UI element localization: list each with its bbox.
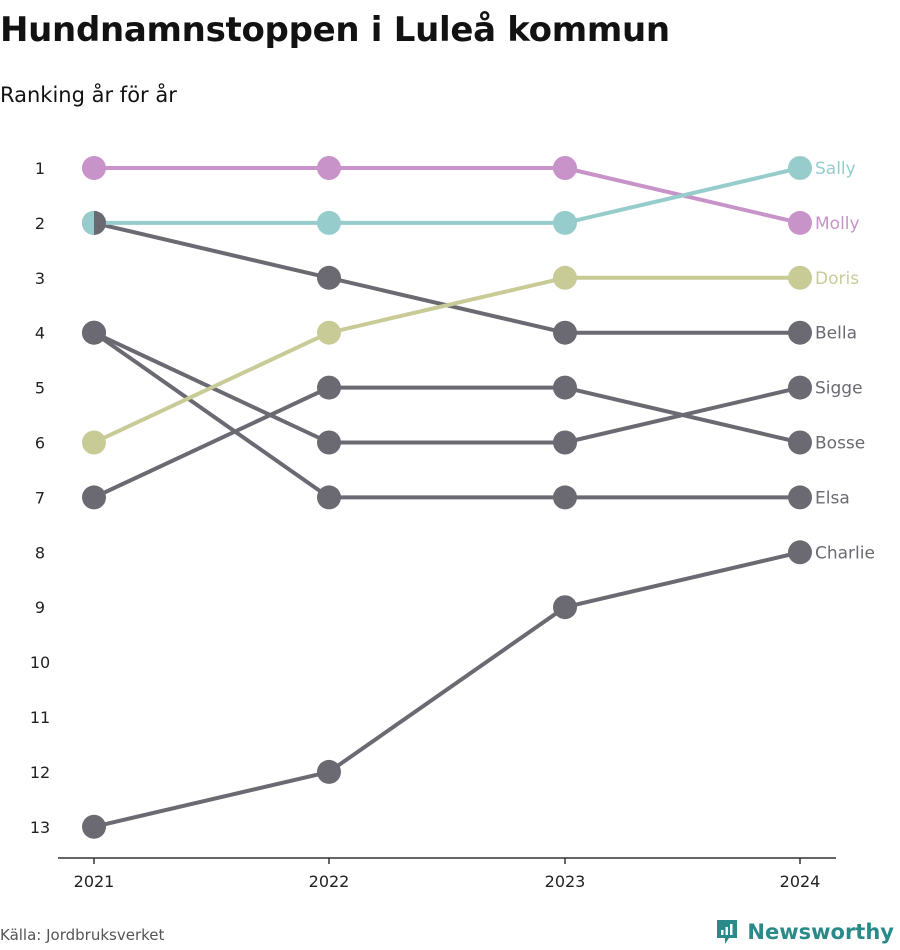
tie-marker-2021-rank-2 [94, 210, 107, 235]
data-point-elsa [788, 485, 812, 510]
data-point-bosse [82, 485, 106, 510]
source-note: Källa: Jordbruksverket [0, 926, 165, 944]
series-label-bella: Bella [815, 324, 857, 344]
data-point-doris [82, 430, 106, 455]
data-point-sigge [788, 375, 812, 400]
data-point-elsa [317, 485, 341, 510]
chart-subtitle: Ranking år för år [0, 83, 177, 107]
series-line-molly [92, 166, 802, 225]
series-label-sally: Sally [815, 159, 856, 179]
data-point-bosse [553, 375, 577, 400]
data-point-bella [788, 320, 812, 345]
series-elsa [82, 320, 812, 510]
y-tick-label: 9 [35, 598, 45, 617]
data-point-sigge [553, 430, 577, 455]
y-tick-label: 12 [30, 763, 50, 782]
y-tick-label: 5 [35, 379, 45, 398]
data-point-elsa [553, 485, 577, 510]
data-point-charlie [553, 595, 577, 620]
x-tick-label: 2023 [545, 872, 586, 891]
series-line-elsa [92, 330, 802, 500]
data-point-charlie [788, 540, 812, 565]
y-tick-label: 13 [30, 818, 50, 837]
x-tick-label: 2024 [780, 872, 821, 891]
y-tick-label: 3 [35, 269, 45, 288]
data-point-molly [788, 210, 812, 235]
x-tick-label: 2022 [309, 872, 350, 891]
data-point-sally [788, 156, 812, 180]
series-line-doris [92, 275, 802, 445]
data-point-sigge [82, 320, 106, 345]
y-tick-label: 4 [35, 324, 45, 343]
data-point-charlie [317, 759, 341, 784]
series-label-sigge: Sigge [815, 379, 863, 399]
data-point-doris [317, 320, 341, 345]
chart-title: Hundnamnstoppen i Luleå kommun [0, 10, 670, 50]
y-tick-label: 2 [35, 214, 45, 233]
series-label-molly: Molly [815, 214, 860, 234]
data-point-bella [94, 210, 107, 235]
data-point-doris [788, 265, 812, 290]
data-point-molly [82, 156, 106, 180]
y-tick-label: 1 [35, 159, 45, 178]
series-bosse [82, 375, 812, 510]
data-point-bosse [788, 430, 812, 455]
series-line-charlie [92, 550, 802, 829]
x-axis: 2021 2022 2023 2024 [58, 857, 836, 891]
data-point-charlie [82, 814, 106, 839]
data-point-sally [317, 210, 341, 235]
series-line-sally [92, 166, 802, 225]
brand-name: Newsworthy [747, 920, 894, 944]
data-point-molly [553, 156, 577, 180]
brand-logo: Newsworthy [715, 918, 894, 946]
series-label-doris: Doris [815, 269, 859, 289]
series-label-charlie: Charlie [815, 543, 875, 563]
series-group [82, 156, 812, 839]
series-label-elsa: Elsa [815, 488, 850, 508]
y-tick-label: 6 [35, 434, 45, 453]
y-tick-label: 7 [35, 488, 45, 507]
series-labels: Charlie Elsa Sigge Bosse Bella Doris Molly Sall… [815, 159, 875, 563]
y-tick-label: 10 [30, 653, 50, 672]
series-charlie [82, 540, 812, 839]
y-tick-label: 8 [35, 543, 45, 562]
series-line-bosse [92, 385, 802, 500]
data-point-doris [553, 265, 577, 290]
data-point-bosse [317, 375, 341, 400]
data-point-molly [317, 156, 341, 180]
data-point-sally [553, 210, 577, 235]
newsworthy-logo-icon [717, 920, 738, 944]
data-point-sigge [317, 430, 341, 455]
data-point-bella [317, 265, 341, 290]
series-doris [82, 265, 812, 455]
y-tick-label: 11 [30, 708, 50, 727]
series-label-bosse: Bosse [815, 434, 865, 454]
x-tick-label: 2021 [74, 872, 115, 891]
data-point-bella [553, 320, 577, 345]
